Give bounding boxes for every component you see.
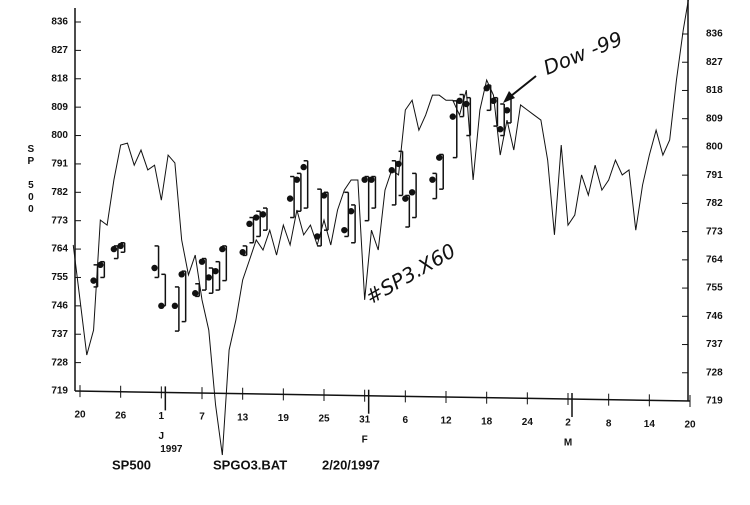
x-tick-label: 25 [318,414,330,425]
bar-close [463,100,470,108]
bar-close [97,261,104,269]
bar-close [483,85,490,92]
bar-close [395,160,402,168]
y2-tick-label: 827 [706,57,723,68]
footer-label: SP500 [112,457,151,472]
bar-close [368,176,375,183]
x-tick-label: 1 [159,411,165,422]
x-tick-label: 20 [74,410,86,421]
bar-close [490,97,497,105]
y-tick-label: 719 [51,386,68,397]
x-axis [74,390,691,402]
x-tick-label: 7 [199,412,205,423]
y2-tick-label: 755 [706,283,723,294]
x-tick-label: 2 [565,418,571,429]
footer-label: 2/20/1997 [322,457,380,472]
y-tick-label: 809 [51,102,68,113]
bar-close [436,154,443,161]
x-tick-label: 20 [684,420,696,431]
bar-close [286,195,294,202]
y-tick-label: 800 [51,130,68,141]
y-tick-label: 791 [51,159,68,170]
x-tick-label: 13 [237,412,249,423]
y-tick-label: 773 [51,215,68,226]
bar-close [259,211,267,218]
bar-close [408,189,416,196]
y2-tick-label: 809 [706,113,723,124]
bar-close [246,220,253,228]
bar-close [239,249,246,256]
x-tick-label: 14 [644,419,656,430]
y2-tick-label: 782 [706,198,723,209]
x-tick-label: 19 [278,413,290,424]
y2-tick-label: 818 [706,85,723,96]
bar-close [90,277,97,284]
y2-tick-label: 728 [706,367,723,378]
y-tick-label: 836 [51,17,68,28]
bar-close [178,271,185,278]
footer-label: SPGO3.BAT [213,457,287,472]
bar-close [293,176,301,183]
y-tick-label: 782 [51,187,68,198]
annotation: Dow -99 [540,26,626,79]
annotation: #SP3.X60 [361,238,459,309]
month-label: J [159,431,165,442]
bar-close [456,97,463,105]
y2-tick-label: 719 [706,396,723,407]
bar-close [300,163,307,171]
bar-close [497,126,504,133]
y-tick-label: 728 [51,357,68,368]
bar-close [151,264,158,272]
y-tick-label: 818 [51,73,68,84]
bar-close [429,176,436,183]
bar-close [192,290,199,297]
y-tick-label: 764 [51,244,68,255]
bar-close [198,258,206,265]
bar-close [117,242,124,250]
bar-close [402,195,409,202]
y-axis-label: SP 500 [25,144,36,216]
bar-close [158,302,165,310]
bar-close [361,176,368,183]
y-tick-label: 827 [51,45,68,56]
y2-tick-label: 746 [706,311,723,322]
bar-close [219,245,226,253]
x-tick-label: 31 [359,414,371,425]
bar-close [205,274,212,281]
bar-close [253,214,260,221]
x-tick-label: 12 [440,416,452,427]
bar-close [347,208,355,215]
y-tick-label: 746 [51,300,68,311]
bar-close [341,226,348,234]
y-tick-label: 737 [51,329,68,340]
x-tick-label: 24 [522,417,534,428]
y2-tick-label: 764 [706,254,723,265]
x-tick-label: 26 [115,410,127,421]
y2-tick-label: 737 [706,339,723,350]
bar-close [110,245,118,253]
year-label: 1997 [160,444,183,455]
x-tick-label: 18 [481,416,493,427]
x-tick-label: 8 [606,418,612,429]
dow-line [72,0,689,456]
bar-close [388,167,395,174]
y2-tick-label: 800 [706,142,723,153]
y-tick-label: 755 [51,272,68,283]
y2-tick-label: 791 [706,170,723,181]
bar-close [314,233,321,240]
bar-close [503,107,511,114]
y2-tick-label: 773 [706,226,723,237]
y2-tick-label: 836 [706,29,723,40]
bar-close [449,113,456,120]
x-tick-label: 6 [403,415,409,426]
month-label: F [362,434,368,445]
month-label: M [564,438,572,449]
bar-close [171,302,179,310]
bar-close [212,267,219,275]
bar-close [320,192,328,199]
